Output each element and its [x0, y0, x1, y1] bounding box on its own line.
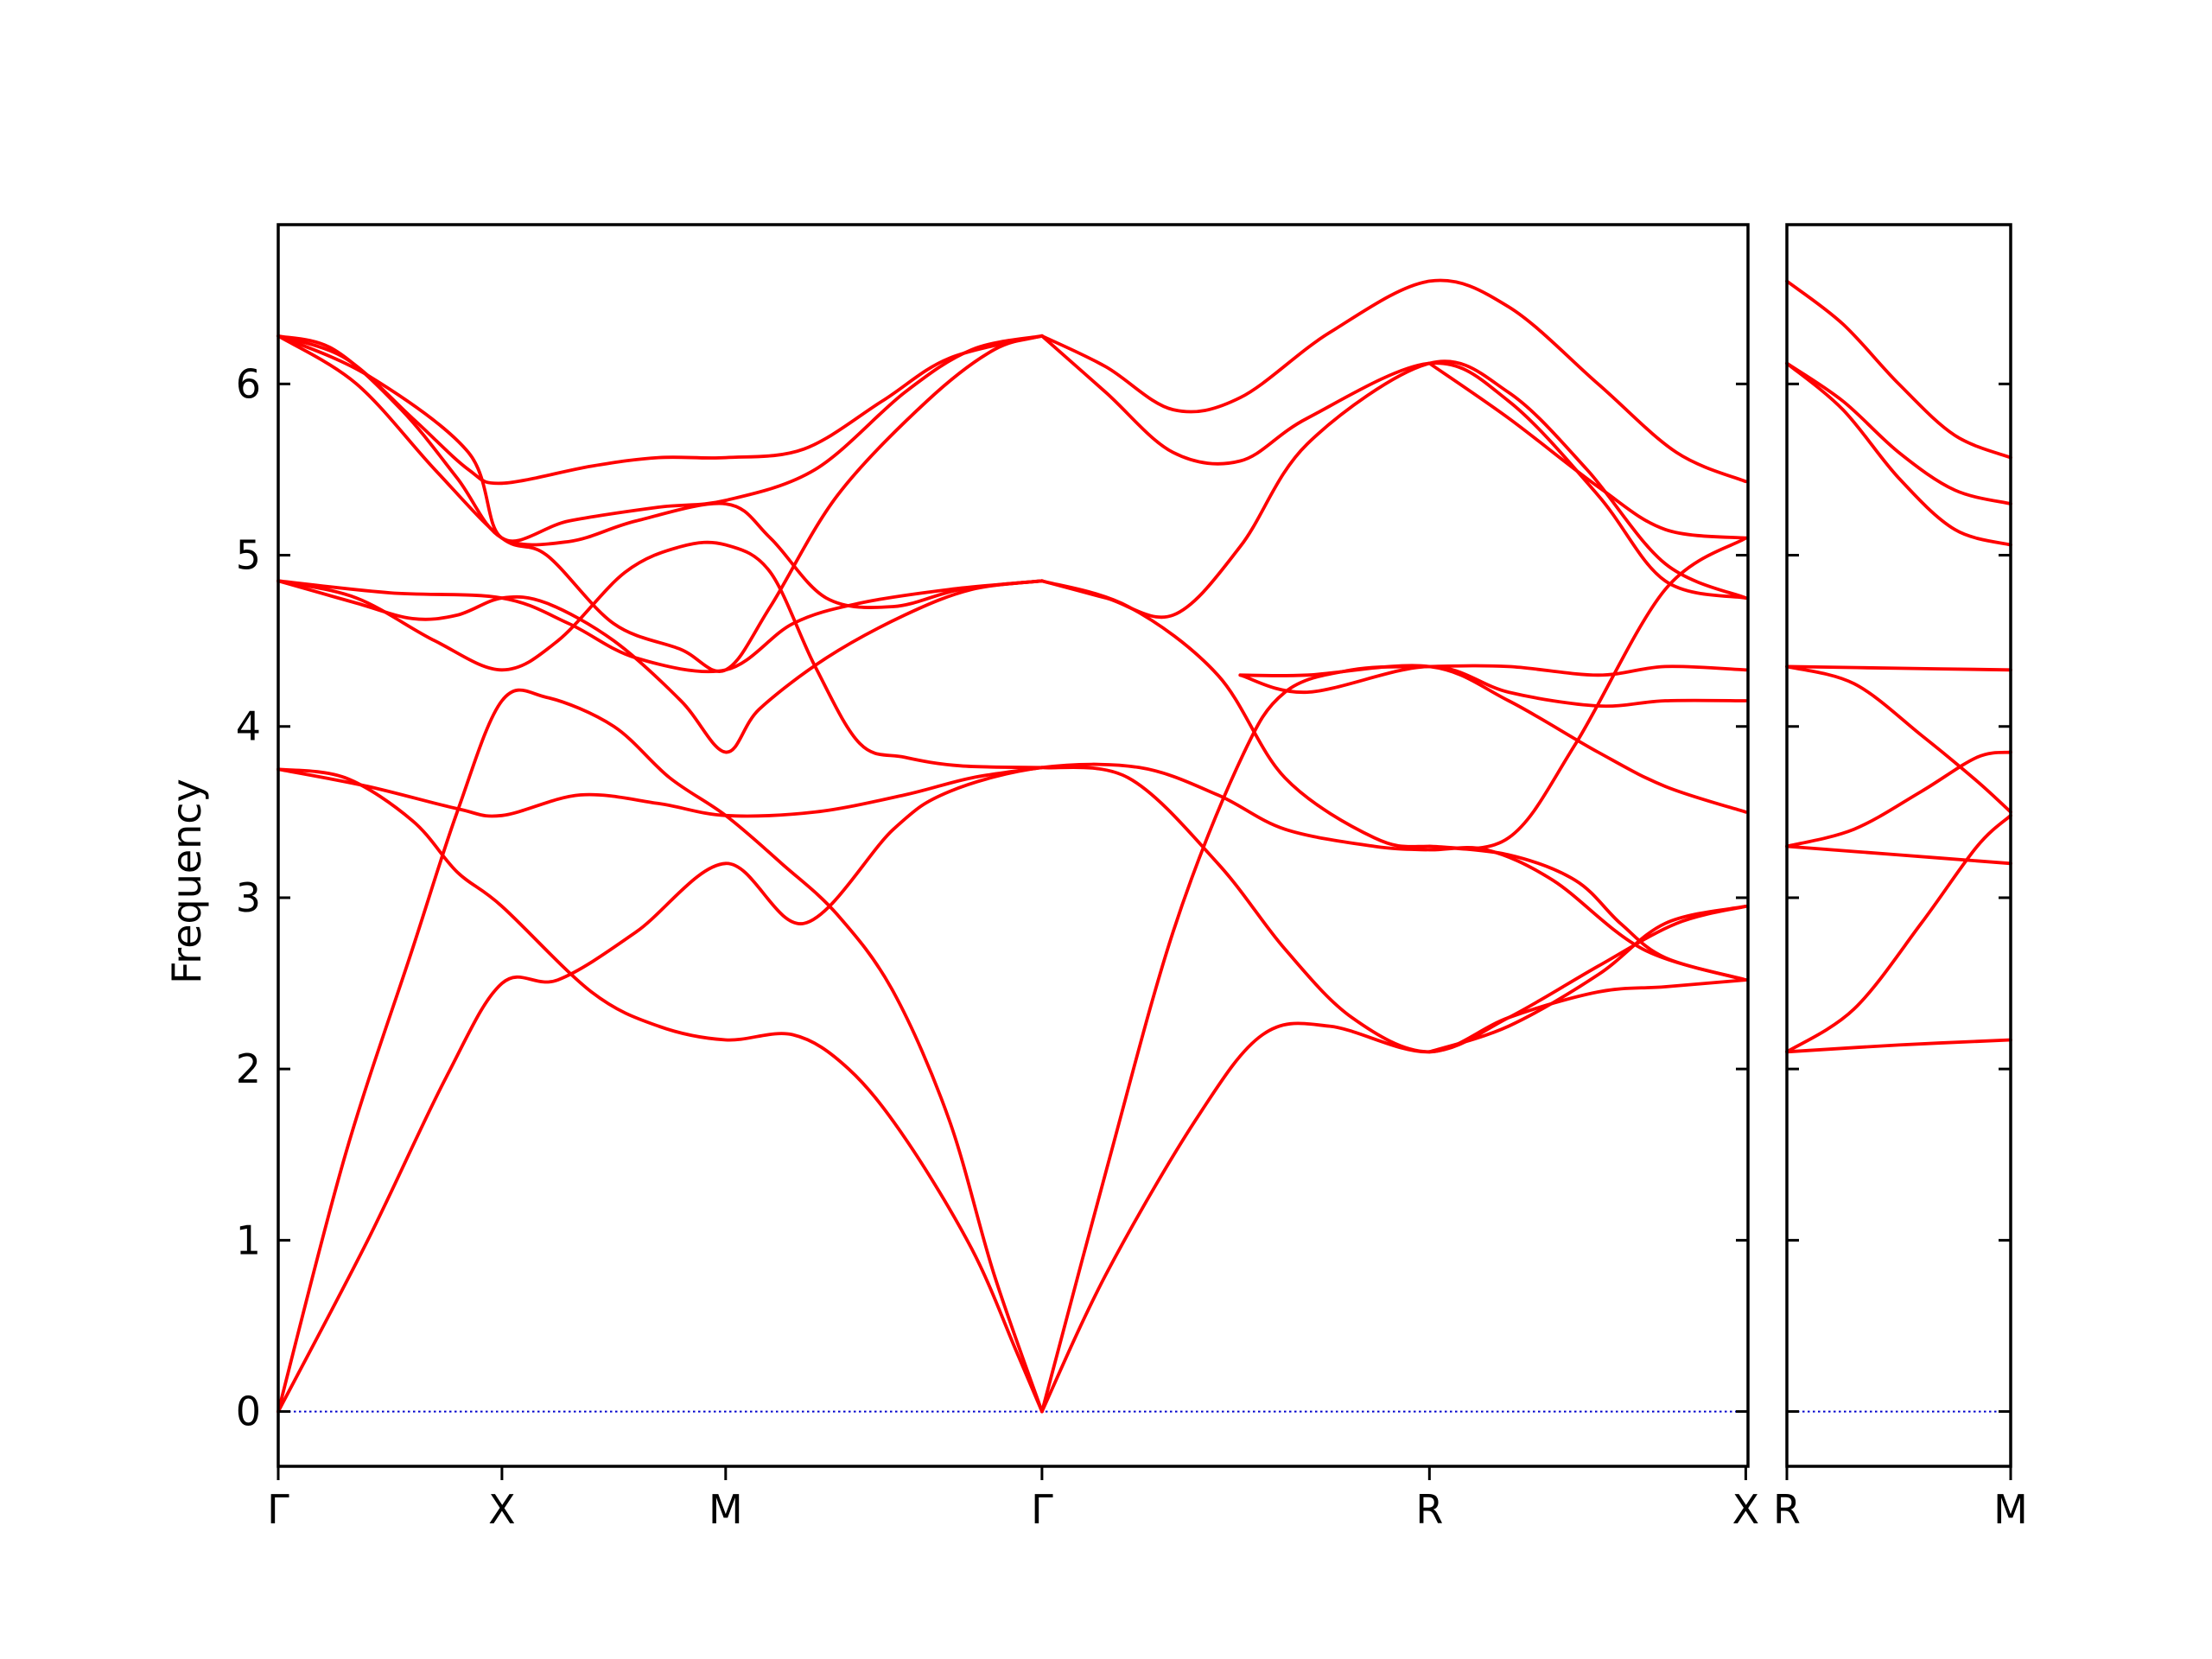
- band-line-7: [1785, 844, 2012, 866]
- panel-main: 0 1 2 3 4 5 6 Γ X M Γ R X: [236, 223, 1760, 1533]
- band-line-2: [276, 688, 1044, 1414]
- band-line-9: [1785, 1038, 2012, 1054]
- x-tick-label: Γ: [267, 1486, 289, 1533]
- band-line-18: [1040, 766, 1748, 1054]
- y-tick-label: 6: [236, 360, 261, 407]
- y-tick-label: 0: [236, 1389, 261, 1435]
- band-line-5: [276, 540, 1044, 770]
- y-axis-label: Frequency: [163, 779, 210, 984]
- x-tick-label: R: [1415, 1486, 1443, 1533]
- band-line-6: [276, 579, 1044, 754]
- band-line-21: [1427, 844, 1748, 982]
- x-tick-label: Γ: [1031, 1486, 1053, 1533]
- band-line-2: [1785, 361, 2012, 505]
- band-line-12: [1040, 664, 1748, 1414]
- band-line-11: [276, 334, 1044, 543]
- band-line-9: [276, 334, 1044, 486]
- y-tick-label: 4: [236, 703, 261, 750]
- x-tick-label: M: [709, 1486, 743, 1533]
- y-tick-label: 2: [236, 1046, 261, 1092]
- y-tick-label: 3: [236, 874, 261, 921]
- band-line-6: [1785, 750, 2012, 849]
- band-line-4: [276, 766, 1044, 818]
- plot-frame: [276, 223, 1750, 1468]
- band-line-1: [276, 762, 1748, 1414]
- band-line-19: [1238, 664, 1748, 709]
- band-line-17: [1040, 536, 1748, 850]
- plot-frame: [1785, 223, 2012, 1468]
- band-line-3: [276, 767, 1044, 1414]
- x-tick-label: X: [488, 1486, 516, 1533]
- band-line-10: [276, 334, 1044, 673]
- y-tick-label: 5: [236, 532, 261, 579]
- band-line-15: [1040, 334, 1748, 600]
- band-line-8: [1785, 813, 2012, 1054]
- band-line-22: [1427, 905, 1748, 1054]
- band-line-16: [1040, 359, 1748, 620]
- band-line-5: [1785, 664, 2012, 814]
- band-line-1: [1785, 279, 2012, 460]
- band-line-13: [1040, 905, 1748, 1414]
- x-tick-label: M: [1993, 1486, 2028, 1533]
- x-tick-label: X: [1732, 1486, 1760, 1533]
- band-line-3: [1785, 361, 2012, 547]
- band-line-4: [1785, 664, 2012, 672]
- band-line-23: [1427, 361, 1748, 540]
- band-line-14: [1040, 278, 1748, 484]
- band-line-20: [1238, 664, 1748, 814]
- y-tick-label: 1: [236, 1217, 261, 1263]
- band-line-7: [276, 579, 1044, 674]
- x-tick-label: R: [1773, 1486, 1801, 1533]
